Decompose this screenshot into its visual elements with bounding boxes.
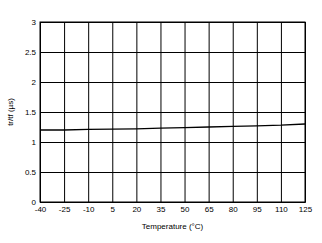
x-grid-line	[88, 22, 89, 202]
x-tick-label: 65	[205, 205, 214, 214]
x-tick-label: 80	[229, 205, 238, 214]
y-axis-title: tr/tf (µs)	[6, 98, 15, 126]
y-tick-label: 2	[32, 78, 37, 87]
x-grid-line	[257, 22, 258, 202]
x-tick: -40	[35, 22, 47, 214]
x-tick-label: -40	[35, 205, 47, 214]
x-tick-label: -10	[83, 205, 95, 214]
x-tick: -10	[83, 22, 95, 214]
x-tick-label: -25	[59, 205, 71, 214]
data-line	[40, 124, 305, 130]
y-tick-label: 1.5	[25, 108, 37, 117]
x-tick-label: 50	[181, 205, 190, 214]
x-tick: 95	[253, 22, 262, 214]
y-tick-label: 3	[32, 18, 37, 27]
x-tick: -25	[59, 22, 71, 214]
chart: 00.511.522.53-40-25-10520355065809511012…	[0, 0, 322, 243]
x-tick-label: 20	[132, 205, 141, 214]
plot: 00.511.522.53-40-25-10520355065809511012…	[25, 18, 313, 214]
x-tick-label: 5	[111, 205, 116, 214]
y-grid-line	[40, 142, 305, 143]
x-tick-label: 95	[253, 205, 262, 214]
x-grid-line	[112, 22, 113, 202]
plot-frame	[40, 22, 305, 202]
y-tick-label: 2.5	[25, 48, 37, 57]
y-grid-line	[40, 52, 305, 53]
x-tick: 5	[111, 22, 116, 214]
y-axis: 00.511.522.53	[25, 18, 305, 207]
y-tick: 2	[32, 78, 305, 87]
y-grid-line	[40, 82, 305, 83]
series	[40, 124, 305, 130]
y-grid-line	[40, 112, 305, 113]
y-tick: 1.5	[25, 108, 305, 117]
y-tick-label: 1	[32, 138, 37, 147]
x-axis-title: Temperature (°C)	[142, 222, 204, 231]
x-axis-line	[41, 22, 306, 203]
x-tick: 20	[132, 22, 141, 214]
y-axis-line	[41, 23, 306, 203]
x-tick: 110	[275, 22, 288, 214]
x-grid-line	[233, 22, 234, 202]
x-tick: 80	[229, 22, 238, 214]
x-grid-line	[136, 22, 137, 202]
y-tick-label: 0.5	[25, 168, 37, 177]
y-tick: 3	[32, 18, 305, 27]
y-tick: 0.5	[25, 168, 305, 177]
y-tick: 2.5	[25, 48, 305, 57]
x-tick-label: 110	[275, 205, 288, 214]
y-tick: 1	[32, 138, 305, 147]
x-tick: 35	[157, 22, 166, 214]
x-tick: 50	[181, 22, 190, 214]
x-tick-label: 35	[157, 205, 166, 214]
x-tick-label: 125	[299, 205, 313, 214]
x-grid-line	[160, 22, 161, 202]
x-grid-line	[209, 22, 210, 202]
x-tick: 65	[205, 22, 214, 214]
x-axis: -40 -25 -10 5 20 35 50 65 80 95 110 125	[35, 22, 313, 214]
x-grid-line	[64, 22, 65, 202]
y-grid-line	[40, 172, 305, 173]
x-grid-line	[185, 22, 186, 202]
x-grid-line	[281, 22, 282, 202]
x-tick: 125	[299, 22, 313, 214]
